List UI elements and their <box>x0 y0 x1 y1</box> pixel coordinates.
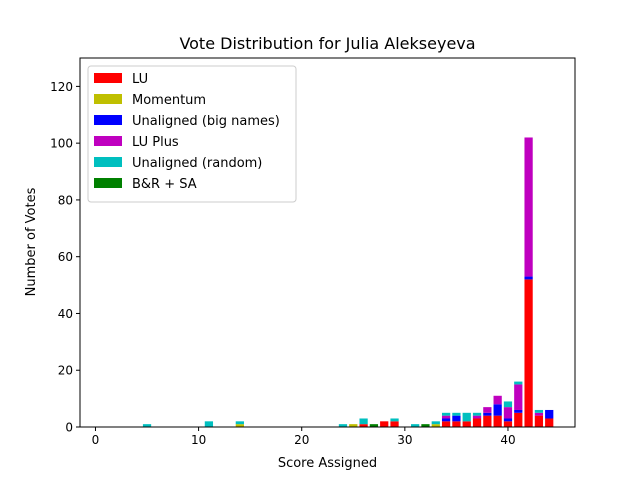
bar-series-3-score-34 <box>441 415 451 419</box>
bar-series-4-score-26 <box>359 418 368 425</box>
bar-series-3-score-41 <box>514 384 523 410</box>
bar-series-0-score-44 <box>545 418 554 427</box>
bar-series-4-score-33 <box>431 421 440 425</box>
bar-series-3-score-43 <box>534 412 544 416</box>
bar-series-5-score-32 <box>421 424 430 427</box>
bar-series-2-score-41 <box>514 409 523 413</box>
bar-series-5-score-27 <box>369 424 379 427</box>
legend-swatch-2 <box>94 115 122 125</box>
bars-group <box>142 137 554 427</box>
bar-series-4-score-24 <box>338 424 348 427</box>
y-tick-label: 120 <box>50 80 73 94</box>
bar-series-0-score-26 <box>359 424 368 427</box>
bar-series-0-score-35 <box>452 421 461 427</box>
x-axis-label: Score Assigned <box>278 456 377 471</box>
bar-series-0-score-43 <box>534 415 544 427</box>
bar-series-0-score-40 <box>503 421 513 427</box>
legend-label-2: Unaligned (big names) <box>132 114 280 129</box>
y-tick-label: 60 <box>58 250 73 264</box>
x-tick-label: 30 <box>397 433 412 447</box>
bar-series-3-score-37 <box>472 415 482 419</box>
bar-series-3-score-38 <box>483 407 492 413</box>
legend-swatch-4 <box>94 157 122 167</box>
bar-series-4-score-40 <box>503 401 513 408</box>
bar-series-0-score-42 <box>524 279 533 427</box>
bar-series-2-score-42 <box>524 276 533 280</box>
legend: LU Momentum Unaligned (big names) LU Plus Un… <box>87 65 297 203</box>
x-tick-label: 10 <box>191 433 206 447</box>
bar-series-4-score-5 <box>142 424 152 427</box>
y-tick-label: 80 <box>58 193 73 207</box>
bar-series-3-score-40 <box>503 407 513 419</box>
bar-series-0-score-38 <box>483 415 492 427</box>
bar-series-2-score-44 <box>545 409 554 419</box>
legend-swatch-3 <box>94 136 122 146</box>
bar-series-4-score-43 <box>534 409 544 413</box>
bar-series-4-score-11 <box>204 421 214 427</box>
legend-label-0: LU <box>132 72 148 87</box>
bar-series-4-score-29 <box>390 418 399 422</box>
legend-label-4: Unaligned (random) <box>132 156 262 171</box>
bar-series-0-score-36 <box>462 421 471 427</box>
bar-series-2-score-39 <box>493 404 502 416</box>
bar-series-1-score-25 <box>349 424 358 427</box>
bar-series-0-score-39 <box>493 415 502 427</box>
legend-swatch-5 <box>94 178 122 188</box>
bar-series-4-score-37 <box>472 412 482 416</box>
legend-swatch-0 <box>94 73 122 83</box>
bar-series-4-score-35 <box>452 412 461 416</box>
bar-series-2-score-35 <box>452 415 461 422</box>
legend-label-3: LU Plus <box>132 135 179 150</box>
legend-box <box>87 65 297 203</box>
bar-series-0-score-34 <box>441 421 451 427</box>
bar-series-4-score-36 <box>462 412 471 422</box>
x-tick-label: 20 <box>294 433 309 447</box>
bar-series-2-score-40 <box>503 418 513 422</box>
bar-series-1-score-33 <box>431 424 440 427</box>
bar-series-4-score-41 <box>514 381 523 385</box>
y-tick-label: 20 <box>58 364 73 378</box>
bar-series-0-score-41 <box>514 412 523 427</box>
bar-series-2-score-38 <box>483 412 492 416</box>
legend-label-1: Momentum <box>132 93 206 108</box>
bar-series-4-score-31 <box>411 424 420 427</box>
bar-series-4-score-14 <box>235 421 244 425</box>
bar-series-1-score-14 <box>235 424 244 427</box>
x-tick-label: 40 <box>500 433 515 447</box>
bar-series-2-score-34 <box>441 418 451 422</box>
plot-frame <box>79 57 576 428</box>
y-tick-label: 0 <box>65 421 73 435</box>
y-tick-label: 100 <box>50 137 73 151</box>
bar-series-0-score-29 <box>390 421 399 427</box>
bar-series-0-score-28 <box>380 421 389 427</box>
legend-label-5: B&R + SA <box>132 177 197 192</box>
bar-series-3-score-42 <box>524 137 533 277</box>
bar-series-4-score-34 <box>441 412 451 416</box>
x-tick-label: 0 <box>92 433 100 447</box>
y-tick-label: 40 <box>58 307 73 321</box>
axes-group: 0 10 20 30 40 0 20 40 60 80 100 120 <box>50 57 576 447</box>
bar-series-3-score-39 <box>493 395 502 405</box>
bar-series-0-score-37 <box>472 418 482 427</box>
y-axis-label: Number of Votes <box>24 187 39 296</box>
chart-title: Vote Distribution for Julia Alekseyeva <box>179 34 475 53</box>
legend-swatch-1 <box>94 94 122 104</box>
